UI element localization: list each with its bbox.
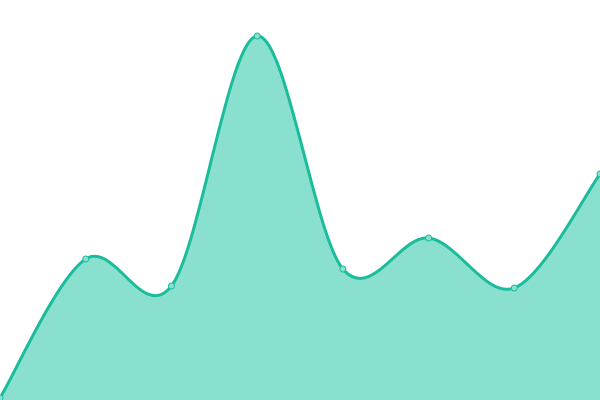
data-point-6 xyxy=(510,284,518,292)
data-points xyxy=(0,32,600,400)
data-point-2 xyxy=(167,282,175,290)
data-point-4 xyxy=(339,265,347,273)
data-point-5 xyxy=(425,234,433,242)
data-point-1 xyxy=(82,255,90,263)
area-fill xyxy=(0,35,600,400)
data-point-3 xyxy=(253,32,261,40)
series-line xyxy=(0,34,600,399)
data-point-0 xyxy=(0,394,4,400)
data-point-7 xyxy=(596,170,600,178)
